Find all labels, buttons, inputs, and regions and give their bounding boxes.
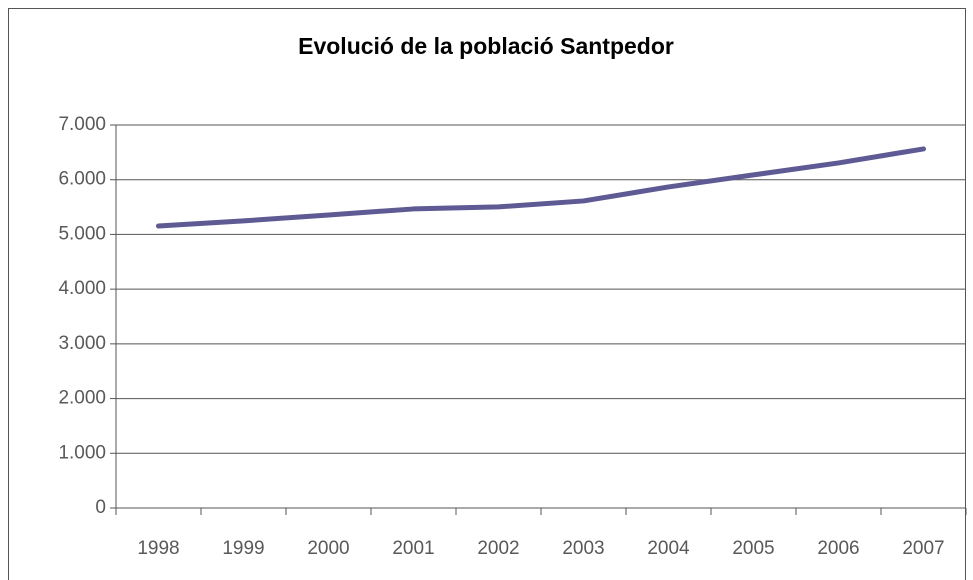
y-tick-label: 3.000 (58, 333, 106, 354)
y-tick-label: 5.000 (58, 223, 106, 244)
x-tick-label: 2007 (902, 538, 944, 559)
y-tick-label: 4.000 (58, 278, 106, 299)
x-tick-label: 2002 (477, 538, 519, 559)
y-tick-label: 0 (95, 497, 106, 518)
y-tick-label: 1.000 (58, 442, 106, 463)
x-tick-label: 2000 (307, 538, 349, 559)
x-tick-label: 2006 (817, 538, 859, 559)
data-line (156, 146, 926, 229)
chart-frame (8, 8, 966, 580)
x-tick-label: 2001 (392, 538, 434, 559)
chart-title: Evolució de la població Santpedor (298, 33, 674, 59)
y-tick-label: 7.000 (58, 114, 106, 135)
x-tick-label: 1998 (137, 538, 179, 559)
y-tick-label: 2.000 (58, 388, 106, 409)
x-tick-label: 2004 (647, 538, 690, 559)
x-tick-label: 2005 (732, 538, 774, 559)
x-tick-label: 2003 (562, 538, 604, 559)
y-tick-label: 6.000 (58, 169, 106, 190)
x-tick-label: 1999 (222, 538, 264, 559)
